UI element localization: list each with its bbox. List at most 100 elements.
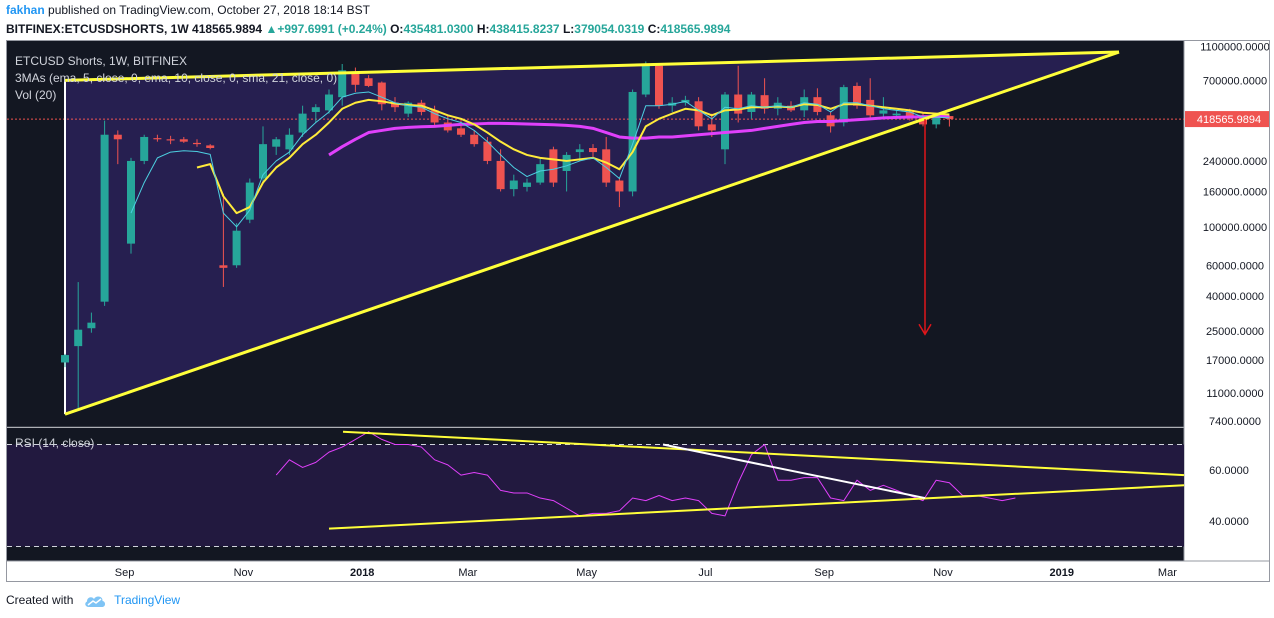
created-with-text: Created with [6,593,74,607]
open-value: 435481.0300 [403,22,474,36]
price-tick-label: 17000.0000 [1206,355,1264,367]
candle-body [61,355,69,363]
candle-body [272,139,281,147]
rsi-lower-trendline [328,484,1185,530]
candle-body [311,107,320,112]
price-tick-label: 100000.0000 [1203,222,1267,234]
candle-body [575,149,584,153]
candle-body [721,94,729,150]
candle-body [470,134,479,145]
tradingview-link[interactable]: TradingView [114,593,181,607]
publish-header: fakhan published on TradingView.com, Oct… [6,3,370,17]
candle-body [589,148,597,153]
candle-body [707,124,716,131]
candle-body [298,113,307,133]
time-tick-label: May [576,567,597,579]
candle-body [259,144,267,179]
candle-body [364,78,373,86]
candle-body [87,322,96,329]
close-label: C: [647,22,661,36]
change-arrow-icon: ▲ [265,22,278,36]
candle-body [140,136,149,161]
candle-body [245,182,254,220]
candle-body [206,145,215,149]
candle-body [193,142,201,145]
candle-body [509,180,518,190]
wedge-upper-trendline [64,50,1120,82]
price-tick-label: 11000.0000 [1206,388,1263,400]
time-tick-label: Jul [698,567,712,579]
candle-body [628,91,637,192]
candle-body [391,102,399,108]
legend-mas: 3MAs (ema, 5, close, 0, ema, 10, close, … [15,71,337,85]
price-tick-label: 25000.0000 [1206,326,1264,338]
candle-body [430,110,439,123]
chart-canvas[interactable]: 1100000.0000700000.0000420000.0000240000… [7,41,1270,582]
candle-body [219,265,228,268]
tradingview-cloud-icon [84,596,105,607]
last-price: 418565.9894 [192,22,263,36]
price-tick-label: 160000.0000 [1203,186,1267,198]
candle-body [153,138,162,140]
candle-body [760,95,769,109]
rsi-white-trendline [662,443,926,500]
last-price-badge [1185,111,1269,128]
ema5-line [130,91,950,228]
candle-body [747,94,756,112]
low-label: L: [562,22,575,36]
candle-body [892,113,901,116]
time-tick-label: 2019 [1050,567,1074,579]
rsi-tick-label: 40.0000 [1209,516,1249,528]
candle-body [338,70,347,98]
candle-body [377,82,386,105]
time-tick-label: Mar [458,567,477,579]
ema10-line [196,98,950,215]
candle-body [536,164,545,183]
candle-body [74,329,83,347]
price-tick-label: 7400.0000 [1209,416,1261,428]
candle-body [457,128,465,135]
candle-body [853,85,861,106]
candle-body [351,72,360,85]
legend-rsi: RSI (14, close) [15,436,94,450]
candle-body [325,94,333,111]
legend-title: ETCUSD Shorts, 1W, BITFINEX [15,54,187,68]
candle-body [602,149,611,183]
candle-body [549,149,558,183]
candle-body [734,94,743,114]
candle-body [166,139,175,141]
symbol-header: BITFINEX:ETCUSDSHORTS, 1W 418565.9894 ▲+… [6,22,730,36]
rsi-band-fill [7,444,1184,547]
candle-body [285,134,294,150]
candle-body [179,139,188,142]
time-tick-label: Sep [814,567,834,579]
time-tick-label: Nov [234,567,254,579]
candle-body [523,182,531,187]
close-value: 418565.9894 [660,22,731,36]
candle-body [879,110,888,114]
price-tick-label: 700000.0000 [1203,75,1267,87]
high-value: 438415.8237 [489,22,560,36]
wedge-lower-trendline [64,50,1120,416]
legend-volume: Vol (20) [15,88,56,102]
candle-body [905,111,914,118]
chart-frame[interactable]: 1100000.0000700000.0000420000.0000240000… [6,40,1270,582]
candle-body [496,160,505,190]
candle-body [655,65,663,106]
price-tick-label: 240000.0000 [1203,156,1267,168]
rsi-upper-trendline [342,430,1185,477]
footer: Created with TradingView [6,593,180,608]
time-tick-label: Mar [1158,567,1177,579]
author-name[interactable]: fakhan [6,3,45,17]
change-value: +997.6991 (+0.24%) [277,22,387,36]
time-tick-label: Nov [933,567,953,579]
candle-body [232,230,241,266]
candle-body [483,141,492,161]
candle-body [866,99,875,116]
open-label: O: [390,22,404,36]
candle-body [113,134,122,140]
rsi-line [275,431,1016,517]
candle-body [615,180,624,192]
price-tick-label: 1100000.0000 [1200,41,1270,53]
price-tick-label: 40000.0000 [1206,291,1264,303]
